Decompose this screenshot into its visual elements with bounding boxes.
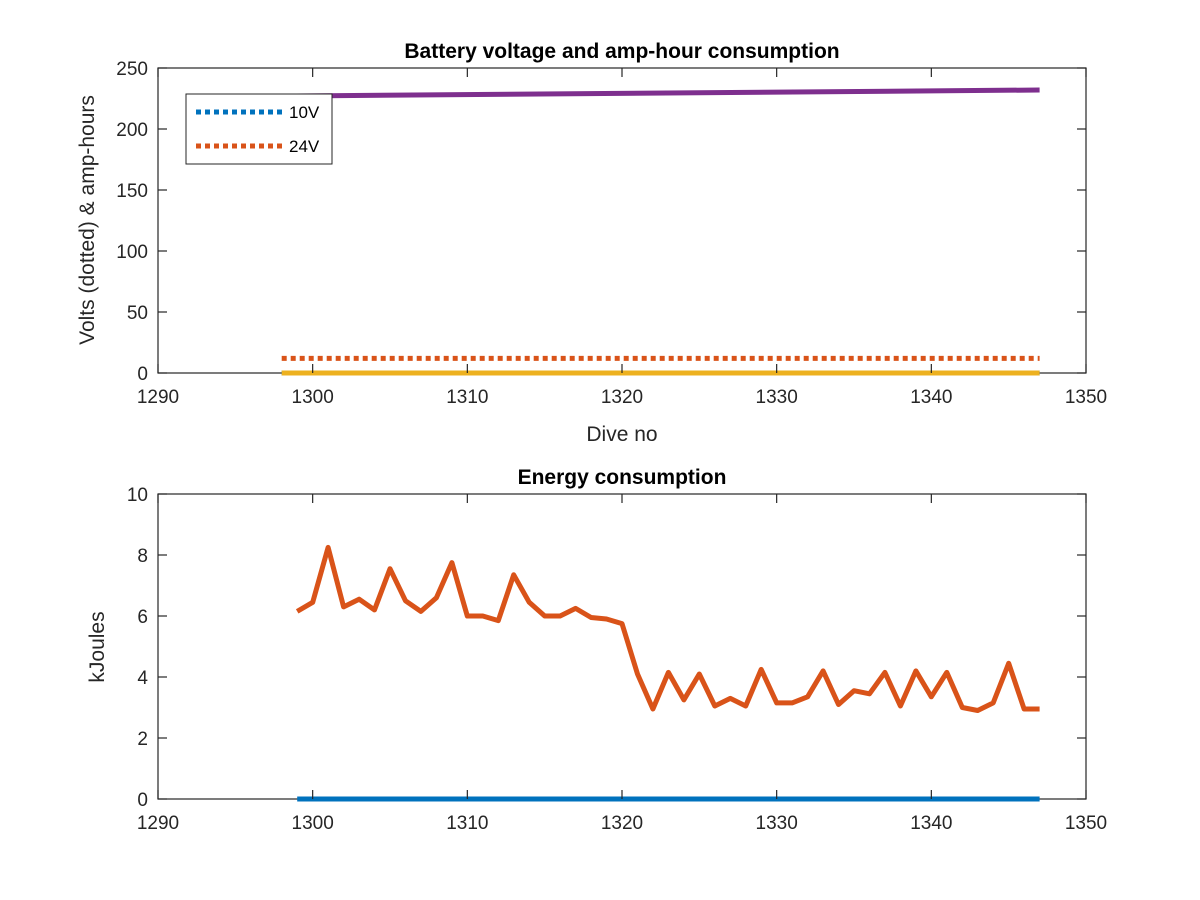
- energy-y-tick-label: 0: [137, 790, 148, 811]
- energy-x-tick-label: 1290: [137, 813, 179, 834]
- battery-y-axis-label: Volts (dotted) & amp-hours: [76, 95, 99, 345]
- energy-y-axis-label: kJoules: [86, 611, 109, 682]
- battery-x-tick-label: 1310: [446, 387, 488, 408]
- battery-x-tick-label: 1350: [1065, 387, 1107, 408]
- legend-label-24v: 24V: [289, 137, 320, 156]
- battery-axes: 1290 1300 1310 1320 1330 1340 1350 0 50 100 150 200…: [76, 40, 1107, 446]
- battery-x-tick-label: 1340: [910, 387, 952, 408]
- battery-x-tick-label: 1330: [756, 387, 798, 408]
- battery-y-tick-label: 150: [116, 181, 148, 202]
- energy-series-line-1: [295, 544, 1040, 713]
- energy-series-layer: [295, 544, 1040, 802]
- battery-y-tick-label: 100: [116, 242, 148, 263]
- battery-legend: 10V 24V: [185, 93, 333, 165]
- battery-series-layer: [281, 87, 1040, 376]
- battery-x-tick-label: 1300: [292, 387, 334, 408]
- battery-y-tick-label: 0: [137, 364, 148, 385]
- energy-x-tick-label: 1340: [910, 813, 952, 834]
- energy-tick-layer: 1290 1300 1310 1320 1330 1340 1350 0 2 4 6 8 10: [127, 485, 1107, 834]
- battery-y-tick-label: 200: [116, 120, 148, 141]
- energy-chart-title: Energy consumption: [518, 466, 727, 489]
- energy-axes: 1290 1300 1310 1320 1330 1340 1350 0 2 4 6 8 10 Ener…: [86, 466, 1107, 834]
- energy-y-tick-label: 10: [127, 485, 148, 506]
- battery-x-tick-label: 1320: [601, 387, 643, 408]
- battery-y-tick-label: 250: [116, 59, 148, 80]
- energy-x-tick-label: 1330: [756, 813, 798, 834]
- battery-tick-layer: 1290 1300 1310 1320 1330 1340 1350 0 50 100 150 200…: [116, 59, 1107, 408]
- battery-series-line-3: [281, 87, 1040, 99]
- legend-label-10v: 10V: [289, 103, 320, 122]
- legend-box: [185, 93, 333, 165]
- energy-y-tick-label: 8: [137, 546, 148, 567]
- energy-y-tick-label: 4: [137, 668, 148, 689]
- energy-plot-area: [157, 493, 1087, 800]
- energy-x-tick-label: 1350: [1065, 813, 1107, 834]
- energy-y-tick-label: 2: [137, 729, 148, 750]
- battery-x-tick-label: 1290: [137, 387, 179, 408]
- energy-y-tick-label: 6: [137, 607, 148, 628]
- energy-x-tick-label: 1300: [292, 813, 334, 834]
- battery-x-axis-label: Dive no: [586, 423, 657, 446]
- energy-x-tick-label: 1320: [601, 813, 643, 834]
- battery-y-tick-label: 50: [127, 303, 148, 324]
- battery-chart-title: Battery voltage and amp-hour consumption: [404, 40, 839, 63]
- energy-x-tick-label: 1310: [446, 813, 488, 834]
